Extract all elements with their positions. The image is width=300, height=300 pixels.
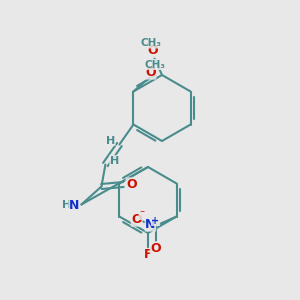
Text: O: O [150,242,161,255]
Text: O: O [148,44,158,58]
Text: +: + [152,215,160,226]
Text: H: H [106,136,115,146]
Text: H: H [110,155,119,166]
Text: F: F [144,248,152,262]
Text: ⁻: ⁻ [139,209,144,220]
Text: H: H [62,200,71,211]
Text: O: O [131,213,142,226]
Text: CH₃: CH₃ [140,38,161,48]
Text: O: O [126,178,137,191]
Text: O: O [145,66,156,79]
Text: N: N [145,218,156,231]
Text: CH₃: CH₃ [145,59,166,70]
Text: N: N [69,199,80,212]
